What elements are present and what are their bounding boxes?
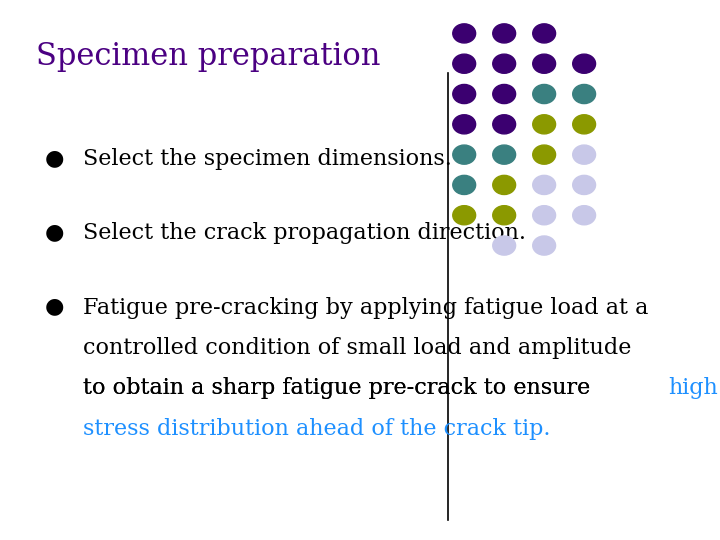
- Circle shape: [453, 84, 476, 104]
- Circle shape: [453, 115, 476, 134]
- Text: Specimen preparation: Specimen preparation: [36, 42, 380, 72]
- Text: controlled condition of small load and amplitude: controlled condition of small load and a…: [84, 337, 632, 359]
- Circle shape: [533, 176, 556, 194]
- Text: high: high: [668, 377, 718, 400]
- Circle shape: [572, 145, 595, 164]
- Circle shape: [533, 54, 556, 73]
- Circle shape: [533, 236, 556, 255]
- Circle shape: [453, 145, 476, 164]
- Text: Select the crack propagation direction.: Select the crack propagation direction.: [84, 222, 526, 244]
- Circle shape: [533, 115, 556, 134]
- Circle shape: [492, 145, 516, 164]
- Circle shape: [533, 206, 556, 225]
- Circle shape: [453, 176, 476, 194]
- Text: stress distribution ahead of the crack tip.: stress distribution ahead of the crack t…: [84, 418, 551, 440]
- Circle shape: [572, 206, 595, 225]
- Circle shape: [453, 54, 476, 73]
- Circle shape: [492, 24, 516, 43]
- Text: to obtain a sharp fatigue pre-crack to ensure: to obtain a sharp fatigue pre-crack to e…: [84, 377, 598, 400]
- Circle shape: [453, 24, 476, 43]
- Circle shape: [572, 176, 595, 194]
- Circle shape: [492, 115, 516, 134]
- Circle shape: [572, 84, 595, 104]
- Text: ●: ●: [45, 296, 65, 316]
- Circle shape: [492, 236, 516, 255]
- Circle shape: [492, 54, 516, 73]
- Text: ●: ●: [45, 222, 65, 242]
- Circle shape: [453, 206, 476, 225]
- Circle shape: [533, 24, 556, 43]
- Circle shape: [572, 115, 595, 134]
- Circle shape: [492, 176, 516, 194]
- Text: Select the specimen dimensions.: Select the specimen dimensions.: [84, 148, 452, 170]
- Circle shape: [533, 84, 556, 104]
- Circle shape: [533, 145, 556, 164]
- Circle shape: [492, 206, 516, 225]
- Text: to obtain a sharp fatigue pre-crack to ensure: to obtain a sharp fatigue pre-crack to e…: [84, 377, 598, 400]
- Text: ●: ●: [45, 148, 65, 168]
- Text: Fatigue pre-cracking by applying fatigue load at a: Fatigue pre-cracking by applying fatigue…: [84, 296, 649, 319]
- Circle shape: [492, 84, 516, 104]
- Circle shape: [572, 54, 595, 73]
